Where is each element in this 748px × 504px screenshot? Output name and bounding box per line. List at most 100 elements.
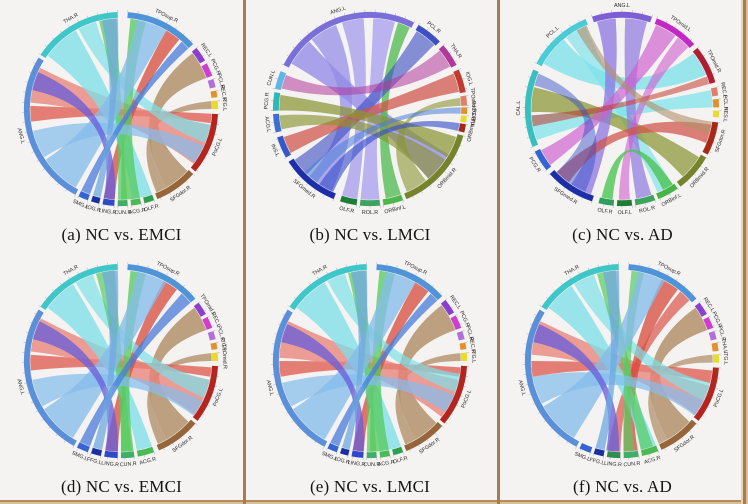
axis-tick <box>533 152 536 155</box>
column-divider-2 <box>497 0 500 504</box>
axis-tick <box>283 157 286 159</box>
chord-ribbon <box>81 41 189 195</box>
region-label: OLF.R <box>143 203 159 213</box>
axis-tick <box>214 385 217 387</box>
arc-segment <box>703 316 714 330</box>
arc-segment <box>282 11 414 68</box>
axis-tick <box>25 331 29 333</box>
axis-tick <box>41 419 44 421</box>
chord-ribbon <box>341 270 367 450</box>
chord-diagram-c: ANG.LTPOmid.LTPOmid.RREC.LPCL.RHES.LSFGd… <box>516 3 729 216</box>
arc-segment <box>40 263 118 311</box>
chord-ribbon <box>650 307 708 440</box>
axis-tick <box>539 53 542 55</box>
region-label: ANG.L <box>329 6 346 17</box>
region-label: ROL.R <box>361 210 377 216</box>
axis-tick <box>459 145 462 147</box>
diagram-caption-a: (a) NC vs. EMCI <box>61 225 182 244</box>
axis-tick <box>697 46 700 49</box>
arc-segment <box>130 198 142 206</box>
axis-tick <box>86 15 88 18</box>
arc-segment <box>40 11 118 59</box>
arc-segment <box>90 195 101 204</box>
axis-tick <box>276 394 279 396</box>
axis-tick <box>190 291 193 294</box>
arc-segment <box>708 331 717 341</box>
region-label: REC.L <box>719 82 728 99</box>
axis-tick <box>44 297 47 299</box>
chord-ribbon <box>44 271 167 438</box>
chord-ribbon <box>99 18 128 200</box>
axis-tick <box>299 38 301 41</box>
axis-tick <box>578 19 580 22</box>
axis-tick <box>591 14 593 17</box>
axis-tick <box>448 51 451 54</box>
arc-segment <box>536 18 588 67</box>
region-label: FFG.L <box>589 457 605 466</box>
arc-segment <box>382 194 403 206</box>
region-label: CUN.R <box>363 462 380 468</box>
axis-tick <box>293 297 296 299</box>
chord-ribbon <box>576 25 712 135</box>
region-label: ITG.L <box>221 98 228 112</box>
axis-tick <box>454 60 457 63</box>
axis-tick <box>180 437 183 440</box>
region-label: PoCG.L <box>460 389 473 409</box>
axis-tick <box>711 397 715 399</box>
arc-segment <box>712 110 720 118</box>
axis-tick <box>183 284 185 287</box>
frame-border-right <box>741 0 748 504</box>
diagram-caption-f: (f) NC vs. AD <box>573 477 672 496</box>
chord-panel-f: THA.R TPOsup.R REC.L PCG.R PCL.R THA.L ITG.L Po… <box>497 252 748 504</box>
chord-ribbon <box>280 324 364 452</box>
chord-ribbon <box>341 18 366 199</box>
axis-tick <box>38 53 41 55</box>
region-label: TPOmid.R <box>468 87 476 113</box>
arc-segment <box>440 299 454 316</box>
region-label: CUN.R <box>623 461 641 469</box>
arc-segment <box>366 451 377 459</box>
axis-tick <box>449 163 452 165</box>
axis-tick <box>202 413 205 416</box>
axis-tick <box>28 71 32 73</box>
region-label: REC.R <box>467 336 476 353</box>
axis-tick <box>690 38 693 41</box>
chord-diagram-b: ANG.LPCL.RTHA.RIOG.LTPOmid.RPoCG.ROLF.LO… <box>263 6 477 216</box>
arc-segment <box>375 264 442 301</box>
axis-tick <box>172 443 174 446</box>
arc-segment <box>190 113 218 172</box>
axis-tick <box>426 439 429 442</box>
axis-tick <box>592 453 594 457</box>
axis-tick <box>51 289 54 292</box>
axis-tick <box>202 161 205 164</box>
region-label: REC.L <box>210 311 222 328</box>
axis-tick <box>443 171 446 174</box>
arc-segment <box>710 87 719 97</box>
axis-tick <box>708 63 711 66</box>
chord-ribbon <box>33 321 118 452</box>
axis-tick <box>198 301 201 303</box>
chord-ribbon <box>32 373 203 416</box>
region-label: THA.L <box>720 338 728 354</box>
region-label: SMG.L <box>320 451 338 463</box>
arc-segment <box>460 352 467 362</box>
chord-ribbon <box>79 293 191 447</box>
axis-tick <box>34 312 37 315</box>
chord-ribbon <box>395 97 461 192</box>
axis-tick <box>392 203 394 206</box>
axis-tick <box>210 71 214 73</box>
chord-diagram-e: THA.R TPOsup.RREC.LPCG.RPCL.RREC.RITG.LPo… <box>264 260 476 468</box>
axis-tick <box>24 132 27 134</box>
arc-segment <box>593 448 605 457</box>
chord-ribbon <box>96 270 133 452</box>
arc-segment <box>379 450 390 458</box>
axis-tick <box>459 323 462 325</box>
arc-segment <box>460 107 467 115</box>
axis-tick <box>57 183 59 186</box>
axis-tick <box>442 43 445 46</box>
chord-ribbon <box>92 270 119 450</box>
region-label: ITG.L <box>469 350 476 364</box>
axis-tick <box>322 446 325 449</box>
region-label: SMG.L <box>573 451 591 463</box>
axis-tick <box>160 197 162 200</box>
